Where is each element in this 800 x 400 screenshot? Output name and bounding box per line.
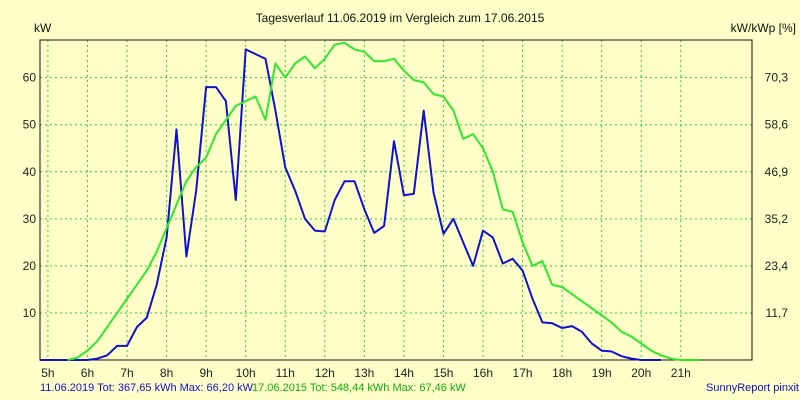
plot-area	[39, 39, 753, 361]
x-tick-label: 7h	[120, 366, 133, 380]
x-tick-label: 18h	[552, 366, 572, 380]
y-tick-label-right: 11,7	[766, 306, 789, 320]
x-tick-label: 6h	[81, 366, 94, 380]
x-axis-ticks: 5h 6h 7h 8h 9h 10h 11h 12h 13h 14h 15h 16h 17h 18h 19h…	[41, 366, 691, 380]
y-tick-label-left: 10	[23, 306, 37, 320]
series1-summary: 11.06.2019 Tot: 367,65 kWh Max: 66,20 kW	[40, 382, 253, 394]
x-tick-label: 9h	[199, 366, 212, 380]
y-tick-label-right: 70,3	[765, 71, 789, 85]
x-tick-label: 15h	[433, 366, 453, 380]
y-tick-label-right: 23,4	[765, 259, 789, 273]
x-tick-label: 19h	[592, 366, 612, 380]
x-tick-label: 8h	[160, 366, 173, 380]
y-tick-label-left: 40	[23, 165, 37, 179]
credit-text: SunnyReport pinxit	[706, 382, 799, 394]
x-tick-label: 10h	[236, 366, 256, 380]
y-axis-left-ticks: 10 20 30 40 50 60	[23, 71, 37, 320]
series-line-1	[40, 48, 661, 361]
grid-lines	[40, 40, 752, 360]
chart-title: Tagesverlauf 11.06.2019 im Vergleich zum…	[256, 11, 545, 25]
x-tick-label: 17h	[513, 366, 533, 380]
series2-summary: 17.06.2015 Tot: 548,44 kWh Max: 67,46 kW	[252, 382, 466, 394]
y-tick-label-left: 30	[23, 212, 37, 226]
series-lines	[40, 41, 701, 361]
x-tick-label: 5h	[41, 366, 54, 380]
x-tick-label: 14h	[394, 366, 414, 380]
y-tick-label-left: 60	[23, 71, 37, 85]
y-tick-label-right: 46,9	[765, 165, 789, 179]
y-axis-left-label: kW	[34, 21, 52, 35]
y-axis-right-ticks: 11,7 23,4 35,2 46,9 58,6 70,3	[765, 71, 789, 320]
x-tick-label: 21h	[671, 366, 691, 380]
y-tick-label-right: 58,6	[765, 118, 789, 132]
x-tick-label: 16h	[473, 366, 493, 380]
x-tick-label: 20h	[631, 366, 651, 380]
x-tick-label: 11h	[276, 366, 295, 380]
y-tick-label-left: 20	[23, 259, 37, 273]
y-tick-label-right: 35,2	[765, 212, 789, 226]
series-line-2	[67, 41, 701, 361]
x-tick-label: 13h	[354, 366, 374, 380]
y-tick-label-left: 50	[23, 118, 37, 132]
y-axis-right-label: kW/kWp [%]	[731, 21, 796, 35]
x-tick-label: 12h	[315, 366, 335, 380]
